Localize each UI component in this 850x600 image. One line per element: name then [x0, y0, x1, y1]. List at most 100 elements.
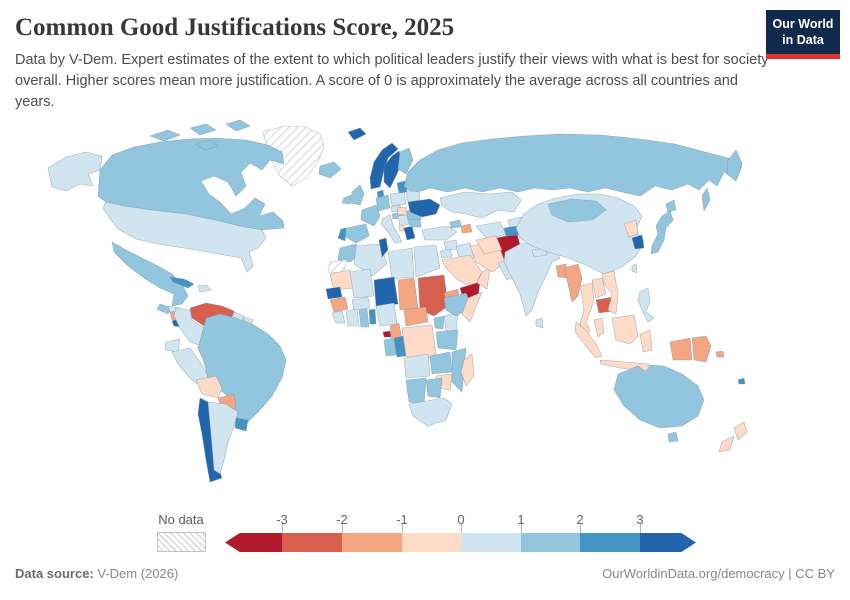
country-chad[interactable]	[397, 277, 419, 311]
country-gabon[interactable]	[383, 337, 397, 357]
country-albania[interactable]	[398, 224, 405, 232]
country-svalbard[interactable]	[347, 127, 367, 141]
country-mexico[interactable]	[111, 241, 189, 307]
country-vietnam[interactable]	[601, 270, 619, 315]
country-argentina[interactable]	[207, 401, 239, 475]
country-tanzania[interactable]	[435, 329, 459, 351]
country-new-caledonia[interactable]	[737, 377, 746, 385]
country-thailand[interactable]	[579, 282, 595, 337]
country-botswana[interactable]	[425, 377, 443, 399]
country-turkey[interactable]	[421, 225, 458, 241]
legend-bin-4[interactable]	[461, 533, 521, 552]
country-indonesia-java[interactable]	[599, 359, 655, 372]
country-uruguay[interactable]	[234, 417, 249, 432]
country-senegal[interactable]	[325, 286, 343, 300]
country-france[interactable]	[360, 204, 381, 227]
country-burkina-faso[interactable]	[351, 296, 371, 311]
country-ecuador[interactable]	[164, 338, 181, 353]
country-indonesia-sumatra[interactable]	[574, 321, 603, 359]
country-australia[interactable]	[613, 364, 705, 429]
country-sri-lanka[interactable]	[535, 317, 544, 329]
country-sudan[interactable]	[417, 274, 449, 317]
country-portugal[interactable]	[337, 227, 347, 242]
country-malaysia[interactable]	[593, 317, 605, 338]
legend-bin-7[interactable]	[640, 533, 696, 552]
country-georgia[interactable]	[449, 219, 462, 229]
country-tunisia[interactable]	[378, 237, 389, 258]
country-zambia[interactable]	[429, 351, 453, 375]
country-italy[interactable]	[380, 214, 403, 244]
legend-bin-6[interactable]	[580, 533, 640, 552]
country-united-kingdom[interactable]	[350, 184, 365, 206]
country-kazakhstan[interactable]	[439, 191, 522, 219]
country-russia[interactable]	[403, 133, 743, 197]
country-bolivia[interactable]	[195, 375, 223, 399]
country-bulgaria[interactable]	[408, 218, 422, 228]
country-equatorial-guinea[interactable]	[382, 330, 392, 338]
country-greenland[interactable]	[262, 125, 325, 187]
country-guinea[interactable]	[329, 296, 349, 313]
country-poland[interactable]	[389, 191, 407, 207]
country-indonesia-borneo[interactable]	[611, 314, 639, 345]
country-alaska[interactable]	[47, 151, 103, 192]
country-north-korea[interactable]	[623, 219, 639, 238]
country-finland[interactable]	[397, 147, 414, 175]
country-south-africa[interactable]	[408, 397, 453, 427]
country-central-african-republic[interactable]	[403, 306, 429, 327]
country-jordan[interactable]	[439, 248, 453, 259]
legend-bin-5[interactable]	[521, 533, 580, 552]
legend-bin-2[interactable]	[342, 533, 402, 552]
country-angola[interactable]	[403, 353, 431, 379]
country-tasmania[interactable]	[667, 431, 679, 443]
country-mongolia[interactable]	[547, 198, 607, 223]
country-algeria[interactable]	[353, 243, 388, 277]
country-cuba[interactable]	[169, 276, 195, 289]
country-ghana[interactable]	[358, 308, 370, 328]
country-japan[interactable]	[650, 199, 677, 255]
country-hungary[interactable]	[396, 206, 408, 216]
no-data-swatch[interactable]	[156, 532, 206, 552]
owid-logo[interactable]: Our World in Data	[766, 10, 840, 60]
country-ivory-coast[interactable]	[345, 308, 360, 327]
country-indonesia-papua[interactable]	[669, 337, 693, 361]
country-myanmar[interactable]	[563, 263, 583, 303]
country-liberia[interactable]	[331, 310, 346, 324]
country-mali[interactable]	[349, 268, 375, 299]
country-new-zealand[interactable]	[718, 421, 748, 453]
legend-bin-0[interactable]	[225, 533, 282, 552]
country-south-korea[interactable]	[631, 234, 645, 250]
country-ireland[interactable]	[341, 194, 352, 205]
country-solomon-islands[interactable]	[715, 350, 725, 358]
country-philippines[interactable]	[637, 287, 655, 323]
country-russia-kamchatka[interactable]	[701, 149, 743, 212]
country-ukraine[interactable]	[407, 198, 441, 218]
country-dominican-republic[interactable]	[197, 284, 212, 293]
country-benin[interactable]	[368, 308, 377, 325]
country-mozambique[interactable]	[451, 347, 467, 393]
country-nigeria[interactable]	[375, 302, 398, 327]
country-namibia[interactable]	[405, 377, 427, 405]
country-canada-islands[interactable]	[149, 119, 251, 151]
country-libya[interactable]	[387, 247, 415, 280]
legend-bin-1[interactable]	[282, 533, 342, 552]
country-indonesia-sulawesi[interactable]	[639, 329, 653, 353]
country-taiwan[interactable]	[631, 263, 638, 274]
country-spain[interactable]	[343, 223, 370, 244]
country-somalia[interactable]	[461, 291, 483, 323]
country-iceland[interactable]	[318, 161, 342, 179]
country-azerbaijan[interactable]	[460, 223, 473, 234]
country-madagascar[interactable]	[460, 353, 475, 387]
country-greece[interactable]	[403, 225, 416, 241]
country-laos[interactable]	[591, 277, 607, 299]
legend-bin-3[interactable]	[402, 533, 461, 552]
country-turkmenistan[interactable]	[475, 235, 503, 255]
country-united-states[interactable]	[102, 201, 267, 273]
country-niger[interactable]	[373, 276, 399, 307]
country-egypt[interactable]	[413, 244, 441, 278]
country-papua-new-guinea[interactable]	[691, 335, 712, 363]
country-serbia[interactable]	[397, 214, 410, 227]
country-uganda[interactable]	[433, 315, 445, 330]
owid-link[interactable]: OurWorldinData.org/democracy | CC BY	[602, 566, 835, 581]
country-germany[interactable]	[375, 194, 391, 212]
country-syria[interactable]	[443, 239, 459, 252]
